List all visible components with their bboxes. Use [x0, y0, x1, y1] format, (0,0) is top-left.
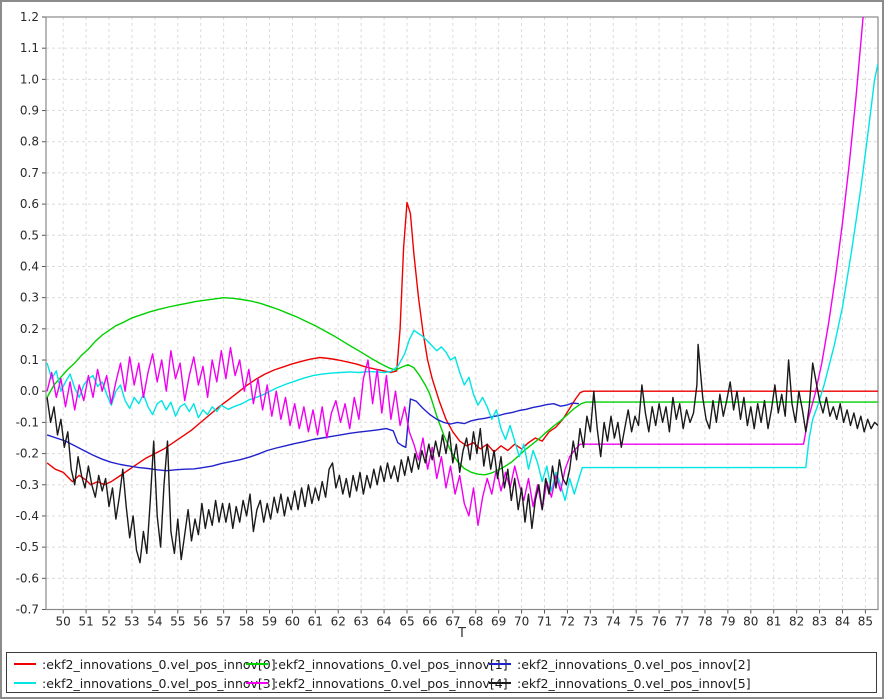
x-tick-label: 58	[239, 615, 254, 629]
y-tick-label: 1.1	[20, 41, 39, 55]
x-tick-label: 51	[78, 615, 93, 629]
legend-item[interactable]: :ekf2_innovations_0.vel_pos_innov[3]	[14, 674, 276, 692]
x-tick-label: 70	[514, 615, 529, 629]
y-tick-label: -0.3	[16, 478, 39, 492]
series-line-3	[46, 63, 878, 502]
x-tick-label: 52	[101, 615, 116, 629]
x-tick-label: 53	[124, 615, 139, 629]
x-tick-label: 61	[308, 615, 323, 629]
legend-item[interactable]: :ekf2_innovations_0.vel_pos_innov[1]	[246, 655, 508, 673]
x-axis-title: T	[457, 626, 466, 641]
x-tick-label: 79	[720, 615, 735, 629]
y-tick-label: 0.7	[20, 166, 39, 180]
y-tick-label: 0.2	[20, 322, 39, 336]
x-tick-label: 74	[606, 615, 621, 629]
y-tick-label: 0.9	[20, 104, 39, 118]
series-color-swatch	[246, 663, 268, 665]
x-tick-label: 55	[170, 615, 185, 629]
x-tick-label: 72	[560, 615, 575, 629]
series-color-swatch	[489, 682, 511, 684]
legend-item[interactable]: :ekf2_innovations_0.vel_pos_innov[4]	[246, 674, 508, 692]
series-lines	[46, 17, 878, 564]
x-tick-label: 50	[56, 615, 71, 629]
legend-label: :ekf2_innovations_0.vel_pos_innov[2]	[517, 656, 751, 672]
legend-label: :ekf2_innovations_0.vel_pos_innov[3]	[42, 675, 276, 691]
plot-frame	[45, 16, 879, 611]
series-color-swatch	[489, 663, 511, 665]
chart-canvas[interactable]: 50 51 52 53 54 55 56 57 58 59 60 61 62 63 64 65 66 67 68 69…	[2, 2, 884, 650]
y-tick-label: -0.4	[16, 509, 39, 523]
x-tick-label: 62	[331, 615, 346, 629]
x-tick-label: 78	[697, 615, 712, 629]
x-tick-label: 80	[743, 615, 758, 629]
x-tick-label: 63	[354, 615, 369, 629]
series-color-swatch	[14, 663, 36, 665]
legend-label: :ekf2_innovations_0.vel_pos_innov[5]	[517, 675, 751, 691]
x-tick-label: 65	[399, 615, 414, 629]
legend-label: :ekf2_innovations_0.vel_pos_innov[0]	[42, 656, 276, 672]
y-tick-label: 0.5	[20, 228, 39, 242]
y-tick-label: -0.7	[16, 603, 39, 617]
legend-item[interactable]: :ekf2_innovations_0.vel_pos_innov[0]	[14, 655, 276, 673]
x-tick-label: 84	[835, 615, 850, 629]
y-tick-label: 0.1	[20, 353, 39, 367]
x-tick-label: 57	[216, 615, 231, 629]
y-tick-label: 0.4	[20, 259, 39, 273]
x-tick-label: 56	[193, 615, 208, 629]
series-color-swatch	[246, 682, 268, 684]
x-tick-label: 73	[583, 615, 598, 629]
x-tick-label: 81	[766, 615, 781, 629]
x-tick-label: 60	[285, 615, 300, 629]
x-tick-label: 83	[812, 615, 827, 629]
series-line-4	[46, 17, 864, 526]
series-line-1	[46, 297, 878, 476]
x-tick-label: 54	[147, 615, 162, 629]
legend-item[interactable]: :ekf2_innovations_0.vel_pos_innov[2]	[489, 655, 751, 673]
legend-label: :ekf2_innovations_0.vel_pos_innov[1]	[274, 656, 508, 672]
x-tick-label: 59	[262, 615, 277, 629]
series-color-swatch	[14, 682, 36, 684]
y-tick-label: 0.8	[20, 135, 39, 149]
y-tick-label: 0.3	[20, 291, 39, 305]
x-tick-label: 77	[674, 615, 689, 629]
legend-label: :ekf2_innovations_0.vel_pos_innov[4]	[274, 675, 508, 691]
x-tick-label: 71	[537, 615, 552, 629]
y-tick-label: -0.1	[16, 415, 39, 429]
x-tick-label: 67	[445, 615, 460, 629]
legend: :ekf2_innovations_0.vel_pos_innov[0] :ek…	[6, 652, 877, 693]
grid	[46, 16, 878, 610]
y-tick-label: 0.0	[20, 384, 39, 398]
x-tick-label: 76	[651, 615, 666, 629]
series-line-2	[46, 398, 579, 472]
y-tick-label: 0.6	[20, 197, 39, 211]
y-tick-label: -0.6	[16, 571, 39, 585]
y-tick-label: -0.2	[16, 447, 39, 461]
x-tick-label: 75	[629, 615, 644, 629]
x-tick-label: 64	[376, 615, 391, 629]
axes: 50 51 52 53 54 55 56 57 58 59 60 61 62 63 64 65 66 67 68 69…	[16, 10, 873, 641]
x-tick-label: 69	[491, 615, 506, 629]
y-tick-label: 1.0	[20, 72, 39, 86]
x-tick-label: 68	[468, 615, 483, 629]
legend-item[interactable]: :ekf2_innovations_0.vel_pos_innov[5]	[489, 674, 751, 692]
x-tick-label: 66	[422, 615, 437, 629]
x-tick-label: 85	[858, 615, 873, 629]
x-tick-label: 82	[789, 615, 804, 629]
y-tick-label: 1.2	[20, 10, 39, 24]
series-line-0	[46, 201, 878, 486]
y-tick-label: -0.5	[16, 540, 39, 554]
series-line-5	[46, 343, 878, 564]
